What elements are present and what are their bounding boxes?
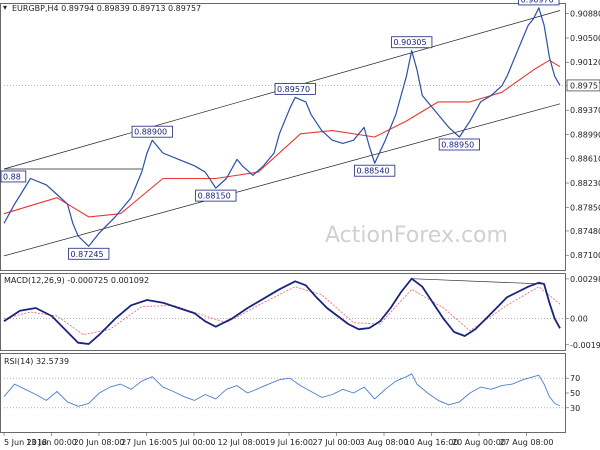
price-layer: 0.90970 0.90305 0.89570 0.88900 0.88150 0.885…	[0, 0, 565, 260]
macd-panel-frame	[0, 273, 566, 351]
rsi-panel-frame	[0, 353, 566, 433]
x-tick-label: 12 Jul 08:00	[218, 438, 266, 447]
annotation-label: 0.88900	[134, 128, 167, 137]
price-y-tick-label: 0.87100	[570, 251, 600, 260]
macd-title: MACD(12,26,9) -0.000725 0.001092	[4, 276, 149, 285]
current-price-box	[566, 79, 600, 92]
rsi-y-tick-label: 30	[570, 404, 580, 413]
rsi-y-tick-label: 50	[570, 389, 580, 398]
annotation-label: 0.90970	[521, 0, 554, 4]
x-tick-label: 10 Aug 16:00	[405, 438, 459, 447]
price-y-tick-label: 0.88230	[570, 179, 600, 188]
price-y-tick-label: 0.87850	[570, 203, 600, 212]
price-y-tick-label: 0.90120	[570, 58, 600, 67]
watermark: ActionForex.com	[325, 223, 508, 248]
price-line	[3, 7, 561, 247]
annotation-box	[195, 189, 237, 202]
x-tick-label: 20 Aug 00:00	[452, 438, 506, 447]
symbol-line: EURGBP,H4 0.89794 0.89839 0.89713 0.8975…	[12, 4, 201, 13]
x-tick-label: 5 Jun 2018	[4, 438, 47, 447]
rsi-y-tick-label: 70	[570, 374, 580, 383]
price-y-tick-label: 0.87480	[570, 227, 600, 236]
macd-divergence-line	[411, 278, 545, 285]
moving-average-line	[3, 59, 561, 218]
annotation-label: 0.87245	[71, 250, 104, 259]
annotation-label: 0.88950	[441, 141, 474, 150]
rsi-title: RSI(14) 32.5739	[4, 357, 69, 366]
x-tick-label: 20 Jun 08:00	[74, 438, 125, 447]
macd-layer	[3, 277, 565, 345]
annotation-label: 0.89570	[277, 85, 310, 94]
rsi-line	[3, 373, 561, 407]
annotation-box	[518, 0, 560, 6]
annotation-box	[0, 170, 27, 183]
annotation-label: 0.88540	[356, 167, 389, 176]
x-tick-label: 19 Jul 16:00	[265, 438, 313, 447]
annotation-box	[438, 138, 480, 151]
price-y-tick-label: 0.90880	[570, 10, 600, 19]
price-y-tick-label: 0.89757	[570, 81, 600, 90]
channel-lower-line	[3, 103, 561, 257]
x-tick-label: 5 Jul 00:00	[173, 438, 216, 447]
annotation-box	[354, 164, 396, 177]
annotation-box	[274, 82, 316, 95]
macd-y-tick-label: 0.002984	[570, 275, 600, 284]
annotation-box	[131, 125, 173, 138]
header-arrow-icon: ▾	[3, 3, 7, 12]
price-y-tick-label: 0.88610	[570, 155, 600, 164]
x-tick-label: 13 Jun 00:00	[26, 438, 77, 447]
x-tick-label: 27 Aug 08:00	[500, 438, 554, 447]
annotation-label: 0.90305	[394, 38, 427, 47]
annotation-label: 0.88150	[198, 192, 231, 201]
x-tick-label: 3 Aug 08:00	[360, 438, 409, 447]
y-axis-layer: 0.90880 0.90500 0.90120 0.89757 0.89370 0.889…	[565, 10, 600, 413]
macd-y-tick-label: 0.00	[570, 315, 588, 324]
price-y-tick-label: 0.88990	[570, 130, 600, 139]
annotation-box	[391, 36, 433, 49]
price-y-tick-label: 0.90500	[570, 34, 600, 43]
x-tick-label: 27 Jul 00:00	[313, 438, 361, 447]
rsi-layer	[3, 373, 565, 409]
price-panel-frame	[0, 3, 566, 271]
x-tick-label: 27 Jun 16:00	[121, 438, 172, 447]
macd-y-tick-label: -0.00196	[570, 341, 600, 350]
price-y-tick-label: 0.89370	[570, 106, 600, 115]
annotation-label: 0.88	[3, 172, 21, 181]
macd-line	[3, 277, 561, 345]
annotation-box	[68, 247, 110, 260]
